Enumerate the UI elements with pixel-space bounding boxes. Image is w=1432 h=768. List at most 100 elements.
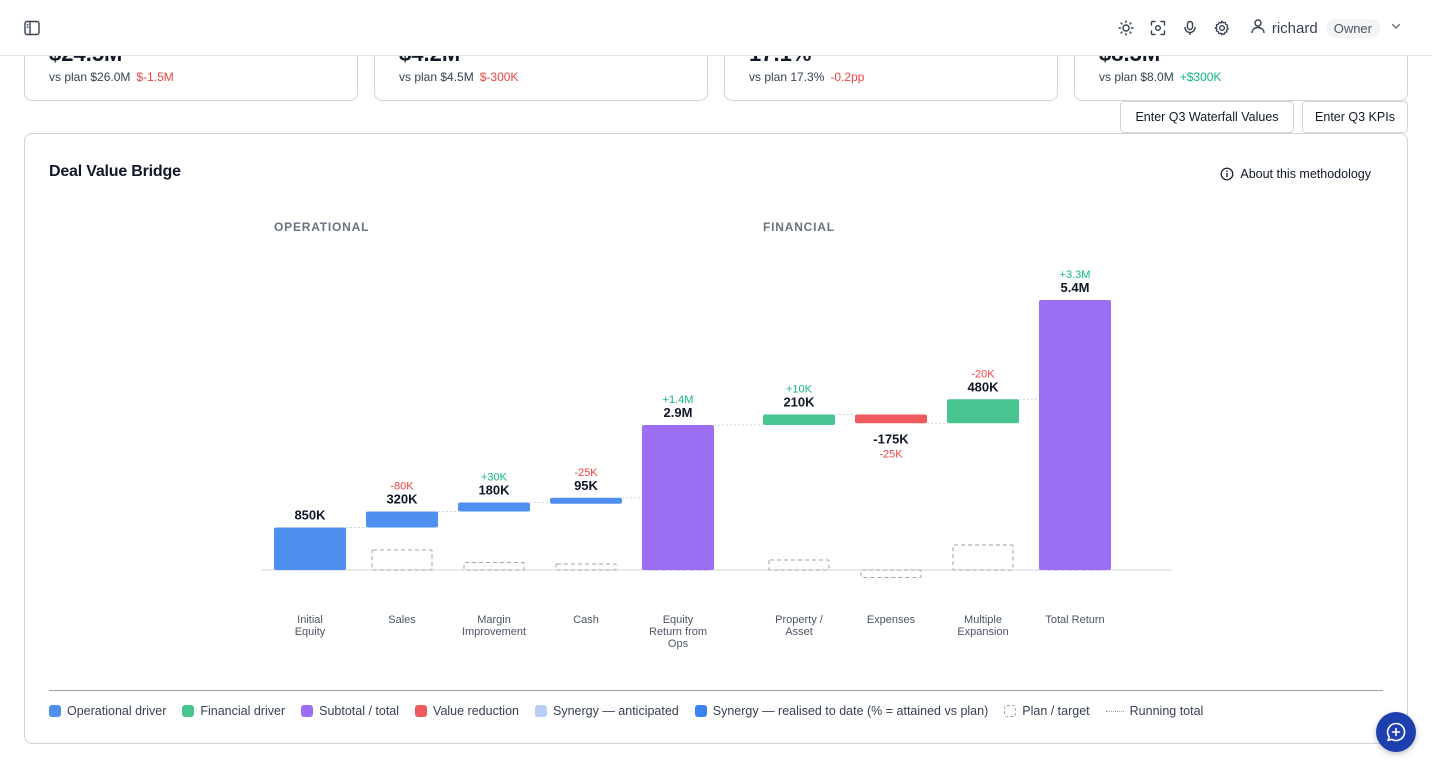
waterfall-bar [274, 527, 346, 570]
bar-value-label: 95K [574, 478, 598, 493]
category-label: Multiple [964, 614, 1002, 626]
chevron-down-icon[interactable] [1390, 19, 1402, 37]
deal-value-bridge-panel: Deal Value Bridge About this methodology… [24, 133, 1408, 744]
category-label: Total Return [1045, 614, 1104, 626]
legend-item: Synergy — realised to date (% = attained… [694, 704, 989, 718]
legend-item: Running total [1105, 704, 1204, 718]
category-label: Margin [477, 614, 511, 626]
waterfall-bar [1039, 300, 1111, 570]
group-label: OPERATIONAL [274, 220, 369, 234]
waterfall-bar [550, 497, 622, 504]
kpi-plan-text: vs plan $26.0M [49, 70, 131, 84]
plan-target-box [860, 569, 922, 578]
category-label: Sales [388, 614, 416, 626]
plan-target-box [768, 559, 830, 571]
plan-target-box [555, 563, 617, 571]
legend-item: Operational driver [49, 704, 166, 718]
category-label: Property / [775, 614, 824, 626]
category-label: Equity [295, 626, 326, 638]
bar-value-label: 2.9M [664, 405, 693, 420]
plan-target-box [952, 544, 1014, 571]
user-icon [1250, 18, 1266, 39]
bar-value-label: 480K [967, 379, 999, 394]
bar-value-label: 180K [478, 483, 510, 498]
bar-delta-label: +30K [481, 472, 508, 484]
legend-label: Plan / target [1022, 704, 1090, 718]
kpi-plan: vs plan $8.0M +$300K [1099, 70, 1221, 84]
legend-label: Running total [1129, 704, 1204, 718]
category-label: Equity [663, 614, 694, 626]
user-menu[interactable]: richard Owner [1250, 18, 1402, 39]
waterfall-bar [947, 399, 1019, 424]
category-label: Ops [668, 638, 689, 650]
legend-swatch [182, 705, 195, 717]
legend-item: Plan / target [1004, 704, 1090, 718]
bar-delta-label: -80K [390, 481, 414, 493]
chat-plus-icon [1386, 722, 1406, 742]
role-badge: Owner [1325, 18, 1380, 38]
kpi-plan-text: vs plan 17.3% [749, 70, 825, 84]
category-label: Expansion [957, 626, 1008, 638]
bar-value-label: 5.4M [1061, 280, 1090, 295]
new-chat-button[interactable] [1376, 712, 1416, 752]
legend-swatch [49, 705, 61, 717]
legend-swatch [415, 705, 428, 717]
legend-label: Synergy — anticipated [552, 704, 679, 718]
enter-waterfall-values-button[interactable]: Enter Q3 Waterfall Values [1120, 101, 1294, 133]
gear-icon[interactable] [1206, 14, 1238, 42]
group-label: FINANCIAL [763, 220, 835, 234]
sidebar-toggle-icon[interactable] [24, 20, 40, 36]
bar-delta-label: -25K [879, 448, 903, 460]
legend-swatch [301, 705, 314, 717]
waterfall-bar [855, 414, 927, 424]
kpi-plan-text: vs plan $4.5M [399, 70, 474, 84]
kpi-delta: $-300K [479, 70, 519, 84]
waterfall-chart: OPERATIONAL FINANCIAL850KInitialEquity320… [262, 220, 1172, 650]
legend-swatch [694, 705, 707, 717]
category-label: Initial [297, 614, 323, 626]
about-methodology-link[interactable]: About this methodology [1220, 167, 1371, 181]
panel-title: Deal Value Bridge [49, 163, 181, 180]
kpi-plan: vs plan $26.0M $-1.5M [49, 70, 174, 84]
bar-delta-label: +1.4M [663, 394, 694, 406]
about-methodology-label: About this methodology [1240, 167, 1371, 181]
legend-swatch [534, 705, 547, 717]
legend-item: Financial driver [182, 704, 285, 718]
waterfall-bar [642, 425, 714, 570]
legend-label: Synergy — realised to date (% = attained… [712, 704, 989, 718]
kpi-delta: +$300K [1179, 70, 1222, 84]
legend-item: Synergy — anticipated [534, 704, 679, 718]
legend-label: Value reduction [433, 704, 519, 718]
legend-swatch [1004, 705, 1017, 717]
bar-value-label: -175K [873, 431, 909, 446]
plan-target-box [463, 562, 525, 571]
waterfall-bar [458, 502, 530, 512]
chart-legend: Operational driver Financial driver Subtot… [49, 704, 1219, 718]
category-label: Cash [573, 614, 599, 626]
legend-swatch [1105, 710, 1124, 712]
waterfall-bar [366, 511, 438, 528]
legend-label: Operational driver [67, 704, 167, 718]
enter-kpis-button[interactable]: Enter Q3 KPIs [1302, 101, 1408, 133]
category-label: Improvement [462, 626, 526, 638]
sun-icon[interactable] [1110, 14, 1142, 42]
bar-delta-label: +3.3M [1060, 269, 1091, 281]
user-name: richard [1271, 19, 1318, 37]
legend-divider [49, 690, 1383, 691]
legend-item: Subtotal / total [301, 704, 399, 718]
screen-capture-icon[interactable] [1142, 14, 1174, 42]
legend-label: Financial driver [200, 704, 286, 718]
kpi-delta: -0.2pp [830, 70, 865, 84]
kpi-plan-text: vs plan $8.0M [1099, 70, 1174, 84]
legend-label: Subtotal / total [319, 704, 400, 718]
bar-value-label: 320K [386, 492, 418, 507]
category-label: Expenses [867, 614, 916, 626]
waterfall-bar [763, 414, 835, 425]
legend-item: Value reduction [415, 704, 519, 718]
microphone-icon[interactable] [1174, 14, 1206, 42]
info-icon [1220, 167, 1234, 181]
bar-value-label: 210K [783, 395, 815, 410]
kpi-delta: $-1.5M [136, 70, 174, 84]
top-bar: richard Owner [0, 0, 1432, 56]
bar-delta-label: +10K [786, 384, 813, 396]
